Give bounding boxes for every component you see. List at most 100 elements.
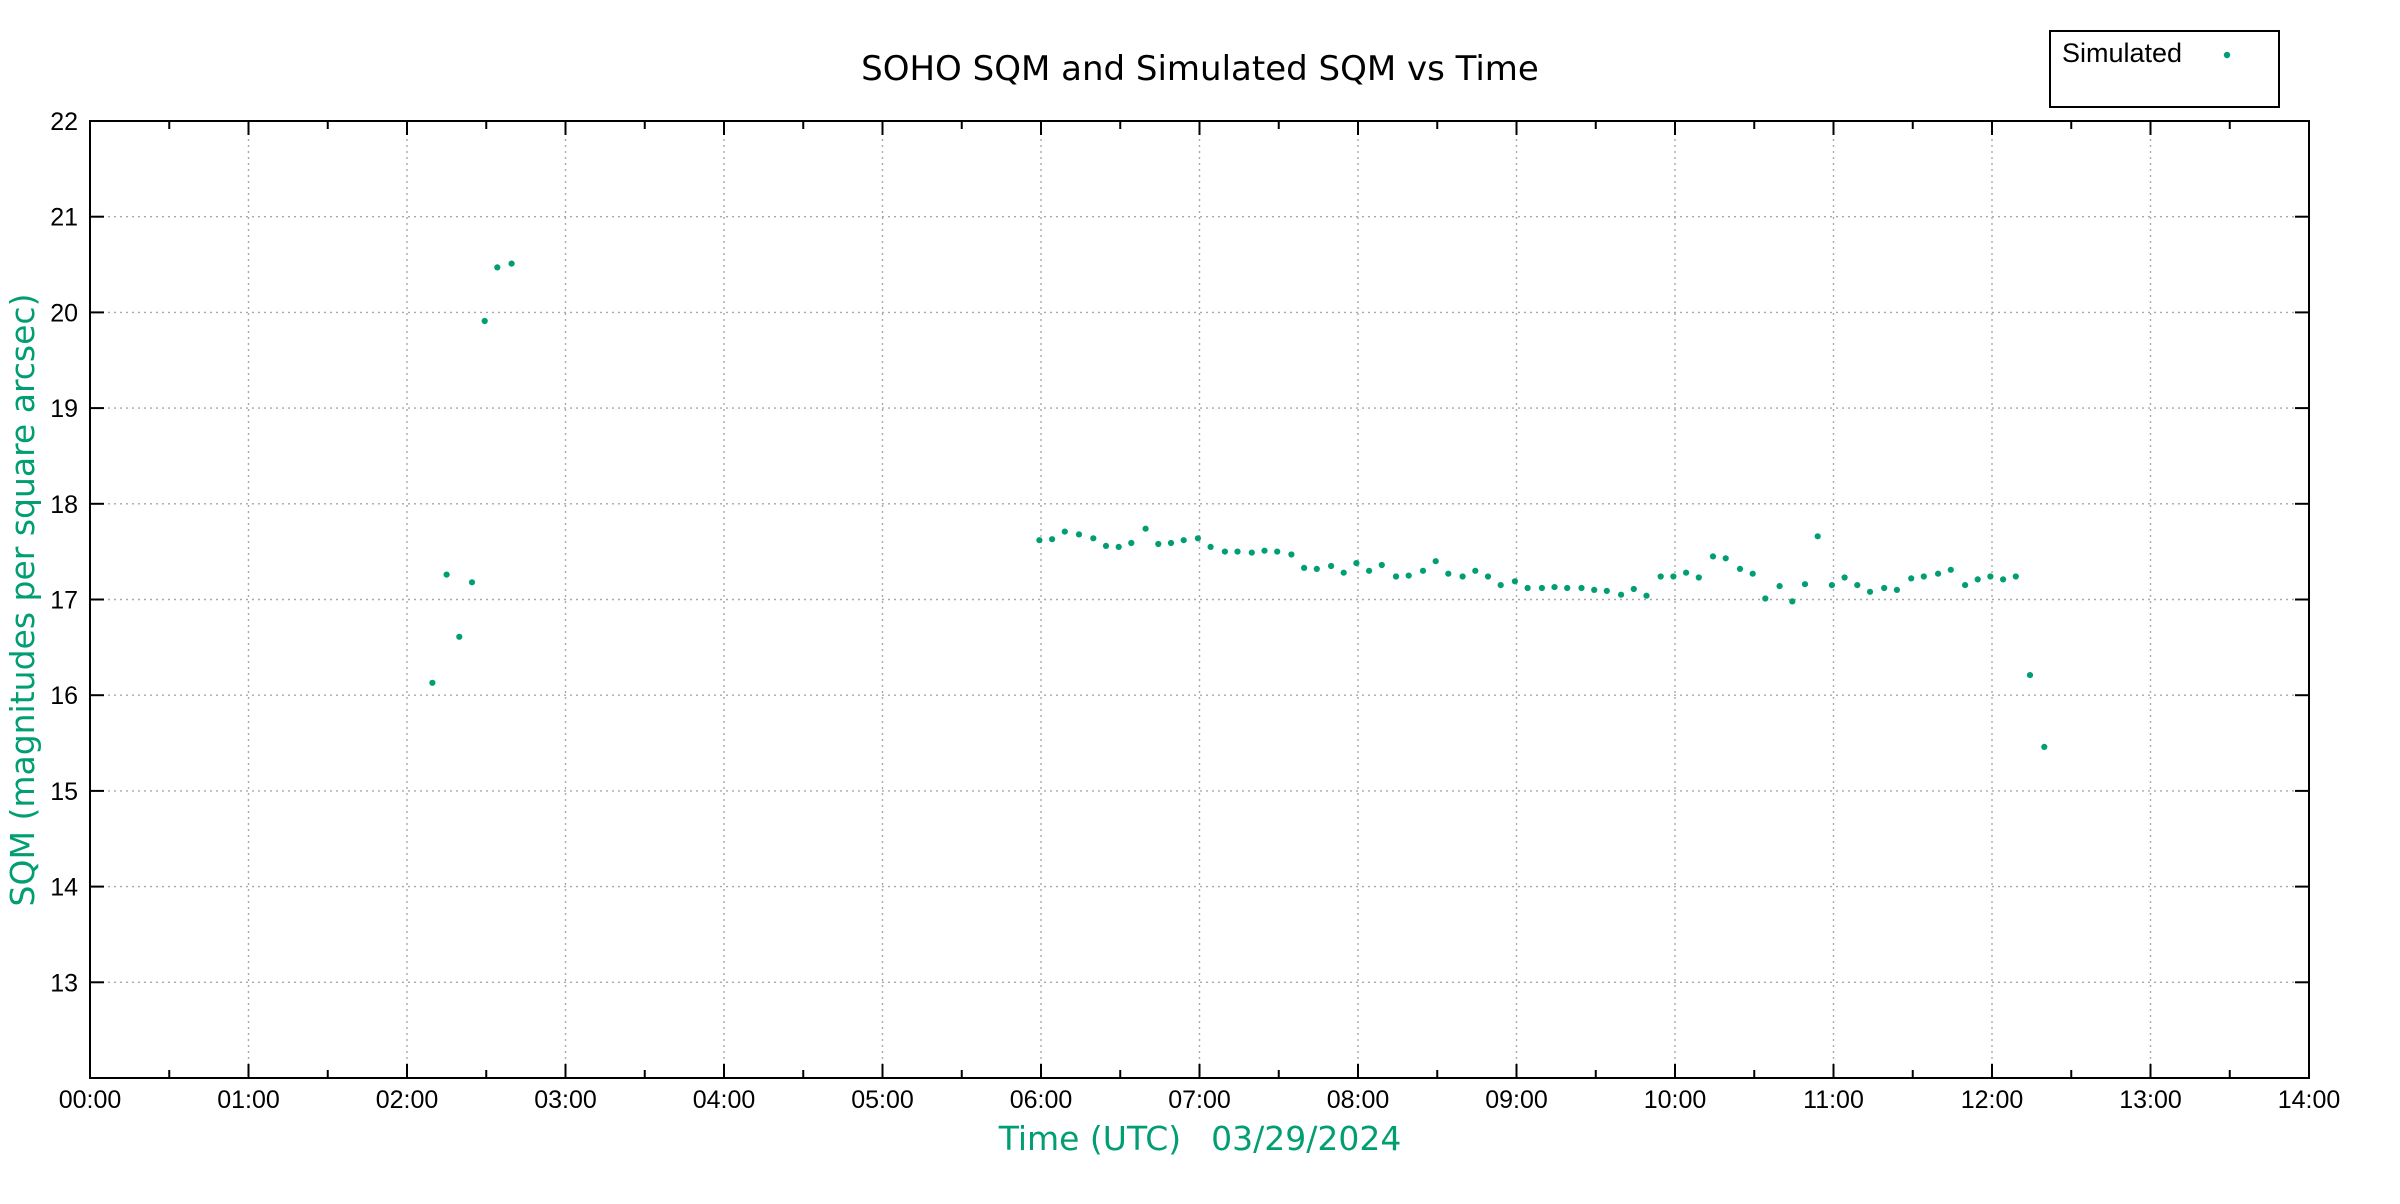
x-tick-label: 07:00 — [1168, 1086, 1231, 1114]
data-point — [1155, 540, 1162, 548]
data-point — [1893, 586, 1900, 594]
y-tick-label: 22 — [50, 108, 78, 136]
data-point — [1484, 573, 1492, 580]
data-point — [1841, 574, 1848, 581]
chart-title: SOHO SQM and Simulated SQM vs Time — [861, 49, 1539, 89]
tick-labels: 00:00 01:00 02:00 03:00 04:00 05:00 06:00 07:00… — [50, 108, 2340, 1114]
data-point — [1564, 584, 1571, 592]
data-point — [1762, 595, 1769, 602]
x-axis-label: Time (UTC) 03/29/2024 — [998, 1119, 1402, 1158]
x-tick-label: 08:00 — [1327, 1086, 1390, 1114]
data-point — [1591, 586, 1598, 594]
data-point — [1405, 572, 1412, 579]
legend-box — [2049, 30, 2280, 108]
data-point — [1090, 535, 1097, 542]
data-point — [1366, 567, 1373, 574]
data-point — [2026, 672, 2034, 679]
data-point — [1908, 575, 1915, 582]
data-point — [1538, 584, 1545, 592]
data-point — [1881, 584, 1888, 592]
data-point — [1102, 542, 1110, 550]
legend-marker-dot-icon — [2223, 51, 2231, 59]
y-tick-label: 19 — [50, 395, 78, 423]
data-point — [1974, 576, 1981, 583]
data-point — [1776, 583, 1783, 590]
data-point — [481, 317, 488, 325]
x-tick-label: 12:00 — [1961, 1086, 2024, 1114]
x-tick-label: 01:00 — [217, 1086, 280, 1114]
data-point — [1167, 539, 1175, 547]
data-point — [1274, 548, 1281, 555]
x-tick-label: 11:00 — [1803, 1086, 1864, 1114]
data-point — [1234, 548, 1241, 555]
data-point — [2012, 573, 2019, 580]
x-axis-date-label: 03/29/2024 — [1211, 1119, 1401, 1158]
y-tick-label: 16 — [50, 682, 78, 710]
data-point — [1353, 560, 1360, 567]
data-point — [1524, 584, 1531, 592]
data-point — [1854, 582, 1861, 589]
data-point — [1301, 564, 1308, 572]
data-point — [2041, 743, 2048, 751]
y-tick-label: 15 — [50, 778, 78, 806]
data-point — [1049, 536, 1056, 543]
data-point — [1445, 570, 1452, 577]
data-point — [1142, 525, 1149, 532]
data-point — [1947, 566, 1954, 573]
data-point — [1472, 567, 1479, 574]
data-point — [1920, 573, 1927, 580]
data-point — [508, 260, 515, 267]
data-point — [1814, 533, 1821, 540]
data-point — [1828, 582, 1835, 589]
data-point — [1987, 573, 1994, 580]
data-point — [443, 571, 450, 578]
y-axis-label: SQM (magnitudes per square arcsec) — [3, 294, 42, 907]
data-point — [1736, 565, 1744, 573]
data-point — [1695, 574, 1702, 581]
x-tick-label: 09:00 — [1485, 1086, 1548, 1114]
data-point — [1313, 565, 1320, 573]
y-tick-label: 20 — [50, 299, 78, 327]
data-point — [429, 679, 436, 686]
scatter-points — [429, 260, 2048, 751]
legend-entry-label: Simulated — [2062, 38, 2182, 68]
data-point — [1511, 578, 1518, 585]
data-point — [1340, 569, 1347, 576]
data-point — [1061, 528, 1068, 535]
data-point — [1392, 573, 1400, 580]
data-point — [1866, 588, 1874, 595]
data-point — [1288, 551, 1295, 558]
x-tick-label: 04:00 — [693, 1086, 756, 1114]
data-point — [1630, 585, 1637, 593]
data-point — [1221, 548, 1228, 555]
x-tick-label: 00:00 — [59, 1086, 122, 1114]
data-point — [1618, 591, 1625, 598]
data-point — [1551, 584, 1558, 591]
data-point — [1789, 598, 1796, 605]
data-point — [1962, 582, 1969, 589]
x-tick-label: 06:00 — [1010, 1086, 1073, 1114]
data-point — [1683, 569, 1690, 576]
data-point — [1643, 592, 1650, 599]
y-tick-label: 14 — [50, 874, 78, 902]
data-point — [1036, 537, 1043, 544]
axis-ticks — [89, 120, 2310, 1078]
data-point — [468, 579, 476, 586]
data-point — [1459, 573, 1466, 580]
x-axis-label-text: Time (UTC) — [998, 1119, 1181, 1158]
y-tick-label: 13 — [50, 969, 78, 997]
data-point — [1128, 539, 1135, 547]
data-point — [1670, 573, 1677, 580]
y-tick-label: 17 — [50, 587, 78, 615]
data-point — [1075, 531, 1083, 538]
data-point — [1261, 547, 1268, 554]
data-point — [1180, 537, 1187, 544]
data-point — [1248, 549, 1255, 556]
x-tick-label: 02:00 — [376, 1086, 439, 1114]
data-point — [1432, 558, 1439, 565]
y-tick-label: 18 — [50, 491, 78, 519]
y-tick-label: 21 — [50, 204, 78, 232]
data-point — [1722, 555, 1729, 562]
data-point — [1603, 587, 1610, 595]
